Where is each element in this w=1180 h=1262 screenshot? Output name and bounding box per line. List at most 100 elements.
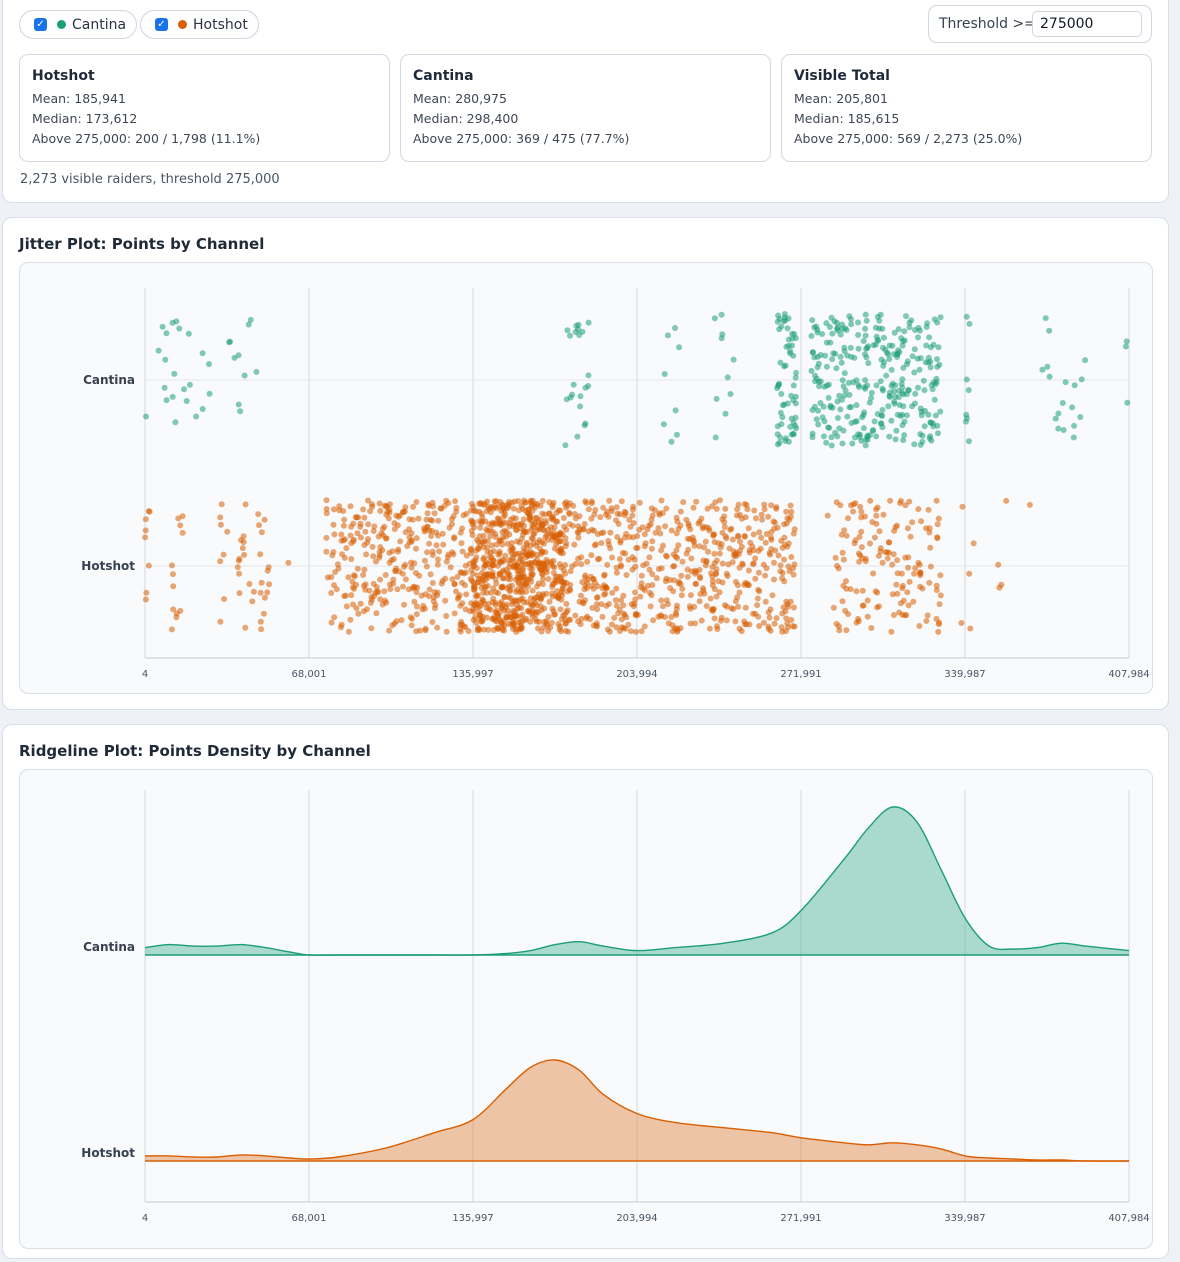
series-toggle-hotshot[interactable]: ✓ Hotshot xyxy=(140,10,259,39)
data-point xyxy=(621,534,628,541)
data-point xyxy=(608,505,615,512)
data-point xyxy=(179,513,186,520)
data-point xyxy=(792,374,799,381)
data-point xyxy=(527,618,534,625)
data-point xyxy=(662,578,669,585)
stat-median: Median: 173,612 xyxy=(32,111,138,126)
data-point xyxy=(1124,399,1131,406)
data-point xyxy=(665,601,671,608)
data-point xyxy=(912,565,919,572)
data-point xyxy=(434,624,441,631)
data-point xyxy=(540,624,547,631)
data-point xyxy=(142,516,149,523)
series-toggle-cantina[interactable]: ✓ Cantina xyxy=(19,10,138,39)
data-point xyxy=(523,588,530,595)
data-point xyxy=(672,325,678,331)
data-point xyxy=(413,589,420,596)
data-point xyxy=(887,497,894,504)
data-point xyxy=(921,423,928,430)
data-point xyxy=(518,520,525,527)
data-point xyxy=(728,605,735,612)
data-point xyxy=(545,628,552,634)
data-point xyxy=(934,422,941,429)
data-point xyxy=(823,363,830,370)
data-point xyxy=(761,501,768,508)
data-point xyxy=(819,331,826,337)
data-point xyxy=(788,392,795,399)
data-point xyxy=(181,386,187,393)
data-point xyxy=(265,564,272,571)
data-point xyxy=(1069,404,1076,411)
jitter-plot-card: Jitter Plot: Points by Channel 4 68,001 13… xyxy=(2,217,1169,710)
data-point xyxy=(413,545,419,552)
data-point xyxy=(463,552,470,559)
data-point xyxy=(924,612,931,619)
data-point xyxy=(584,613,591,620)
stat-above-threshold: Above 275,000: 569 / 2,273 (25.0%) xyxy=(794,131,1023,146)
data-point xyxy=(809,430,816,437)
data-point xyxy=(809,349,816,356)
data-point xyxy=(880,362,887,369)
series-points-hotshot xyxy=(142,497,1033,635)
data-point xyxy=(652,529,659,536)
data-point xyxy=(554,588,561,595)
data-point xyxy=(762,598,769,605)
data-point xyxy=(220,551,227,558)
data-point xyxy=(662,614,668,620)
data-point xyxy=(550,529,557,536)
data-point xyxy=(553,577,560,584)
data-point xyxy=(716,550,723,557)
data-point xyxy=(602,584,609,591)
ridgeline-plot-title: Ridgeline Plot: Points Density by Channe… xyxy=(19,742,371,760)
data-point xyxy=(630,603,637,610)
checkbox-checked-icon[interactable]: ✓ xyxy=(155,18,168,31)
data-point xyxy=(933,582,940,589)
data-point xyxy=(159,323,166,330)
data-point xyxy=(613,504,620,511)
data-point xyxy=(611,614,618,621)
data-point xyxy=(1082,357,1089,364)
data-point xyxy=(859,602,866,609)
threshold-input[interactable] xyxy=(1032,11,1142,37)
data-point xyxy=(227,338,233,345)
data-point xyxy=(722,505,729,512)
data-point xyxy=(852,434,858,441)
data-point xyxy=(604,561,611,568)
data-point xyxy=(929,386,936,393)
data-point xyxy=(763,531,770,537)
data-point xyxy=(256,522,262,529)
data-point xyxy=(186,381,193,388)
data-point xyxy=(442,575,449,582)
data-point xyxy=(774,431,781,438)
stat-mean: Mean: 185,941 xyxy=(32,91,126,106)
data-point xyxy=(967,625,974,632)
data-point xyxy=(1059,400,1066,406)
data-point xyxy=(927,563,934,570)
data-point xyxy=(841,370,848,377)
data-point xyxy=(771,620,778,627)
data-point xyxy=(524,528,531,535)
data-point xyxy=(663,505,670,512)
data-point xyxy=(771,576,777,583)
data-point xyxy=(891,400,898,407)
data-point xyxy=(778,421,785,428)
data-point xyxy=(706,625,713,632)
data-point xyxy=(361,566,368,573)
checkbox-checked-icon[interactable]: ✓ xyxy=(34,18,47,31)
data-point xyxy=(834,325,840,332)
data-point xyxy=(754,595,761,602)
data-point xyxy=(486,554,493,560)
data-point xyxy=(785,315,792,322)
data-point xyxy=(778,391,785,397)
data-point xyxy=(168,626,175,633)
data-point xyxy=(579,328,586,335)
data-point xyxy=(353,581,360,588)
data-point xyxy=(877,378,884,385)
data-point xyxy=(551,524,558,531)
data-point xyxy=(615,520,622,527)
data-point xyxy=(793,369,800,376)
jitter-plot-title: Jitter Plot: Points by Channel xyxy=(19,235,265,253)
data-point xyxy=(658,497,665,504)
data-point xyxy=(323,548,330,555)
data-point xyxy=(646,554,653,561)
